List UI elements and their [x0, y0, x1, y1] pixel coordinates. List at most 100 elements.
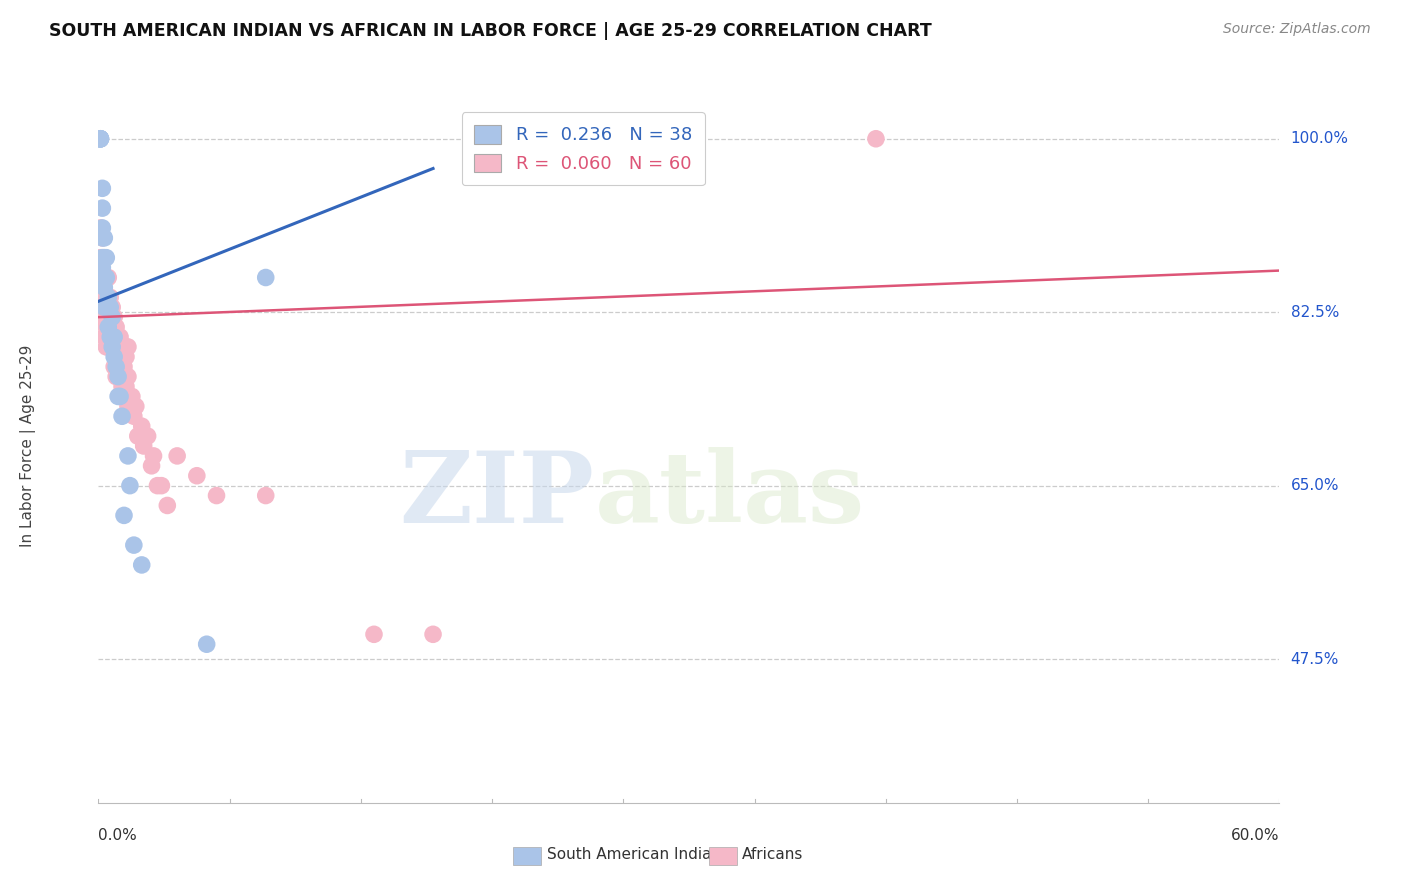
- Point: [89, 132, 111, 146]
- Point: [118, 389, 141, 403]
- Point: [107, 350, 129, 364]
- Point: [89, 132, 111, 146]
- Legend: R =  0.236   N = 38, R =  0.060   N = 60: R = 0.236 N = 38, R = 0.060 N = 60: [461, 112, 704, 186]
- Point: [91, 201, 114, 215]
- Text: ZIP: ZIP: [399, 448, 595, 544]
- Point: [91, 231, 114, 245]
- Point: [108, 389, 131, 403]
- Point: [93, 270, 115, 285]
- Point: [111, 350, 134, 364]
- Point: [108, 359, 131, 374]
- Point: [108, 330, 131, 344]
- Point: [103, 340, 125, 354]
- Text: In Labor Force | Age 25-29: In Labor Force | Age 25-29: [20, 345, 35, 547]
- Point: [97, 270, 120, 285]
- Point: [89, 251, 111, 265]
- Point: [97, 320, 120, 334]
- Point: [156, 499, 179, 513]
- Point: [91, 310, 114, 325]
- Point: [91, 280, 114, 294]
- Point: [93, 300, 115, 314]
- Point: [132, 439, 155, 453]
- Point: [91, 260, 114, 275]
- Point: [254, 489, 277, 503]
- Point: [93, 231, 115, 245]
- Point: [103, 330, 125, 344]
- Point: [103, 350, 125, 364]
- Point: [105, 320, 128, 334]
- Point: [142, 449, 165, 463]
- Point: [107, 389, 129, 403]
- Point: [141, 458, 163, 473]
- Point: [89, 132, 111, 146]
- Point: [363, 627, 385, 641]
- Point: [136, 429, 159, 443]
- Point: [93, 251, 115, 265]
- Point: [93, 280, 115, 294]
- Text: 47.5%: 47.5%: [1291, 651, 1339, 666]
- Point: [865, 132, 887, 146]
- Point: [89, 270, 111, 285]
- Point: [103, 359, 125, 374]
- Point: [101, 300, 124, 314]
- Text: Source: ZipAtlas.com: Source: ZipAtlas.com: [1223, 22, 1371, 37]
- Point: [117, 340, 139, 354]
- Point: [97, 290, 120, 304]
- Point: [112, 359, 135, 374]
- Point: [125, 400, 148, 414]
- Point: [96, 251, 118, 265]
- Point: [186, 468, 208, 483]
- Point: [131, 558, 153, 572]
- Point: [98, 300, 121, 314]
- Point: [127, 429, 149, 443]
- Point: [122, 409, 145, 424]
- Text: 60.0%: 60.0%: [1232, 828, 1279, 843]
- Point: [254, 270, 277, 285]
- Point: [112, 508, 135, 523]
- Point: [97, 300, 120, 314]
- Point: [93, 300, 115, 314]
- Point: [115, 350, 138, 364]
- Point: [97, 300, 120, 314]
- Point: [111, 409, 134, 424]
- Point: [107, 369, 129, 384]
- Point: [105, 340, 128, 354]
- Point: [93, 251, 115, 265]
- Point: [105, 359, 128, 374]
- Point: [121, 389, 143, 403]
- Point: [107, 330, 129, 344]
- Point: [205, 489, 228, 503]
- Text: SOUTH AMERICAN INDIAN VS AFRICAN IN LABOR FORCE | AGE 25-29 CORRELATION CHART: SOUTH AMERICAN INDIAN VS AFRICAN IN LABO…: [49, 22, 932, 40]
- Point: [96, 270, 118, 285]
- Point: [146, 478, 169, 492]
- Point: [101, 310, 124, 325]
- Point: [98, 310, 121, 325]
- Point: [115, 379, 138, 393]
- Point: [89, 132, 111, 146]
- Text: South American Indians: South American Indians: [547, 847, 730, 862]
- Point: [96, 290, 118, 304]
- Point: [122, 538, 145, 552]
- Point: [103, 310, 125, 325]
- Point: [195, 637, 218, 651]
- Point: [96, 320, 118, 334]
- Point: [91, 251, 114, 265]
- Point: [97, 330, 120, 344]
- Point: [131, 419, 153, 434]
- Point: [117, 400, 139, 414]
- Point: [422, 627, 444, 641]
- Point: [89, 221, 111, 235]
- Text: Africans: Africans: [742, 847, 804, 862]
- Point: [91, 181, 114, 195]
- Text: atlas: atlas: [595, 448, 865, 544]
- Text: 82.5%: 82.5%: [1291, 305, 1339, 319]
- Text: 0.0%: 0.0%: [98, 828, 138, 843]
- Point: [117, 369, 139, 384]
- Point: [96, 340, 118, 354]
- Point: [91, 221, 114, 235]
- Point: [118, 478, 141, 492]
- Point: [91, 231, 114, 245]
- Point: [117, 449, 139, 463]
- Text: 100.0%: 100.0%: [1291, 131, 1348, 146]
- Point: [98, 290, 121, 304]
